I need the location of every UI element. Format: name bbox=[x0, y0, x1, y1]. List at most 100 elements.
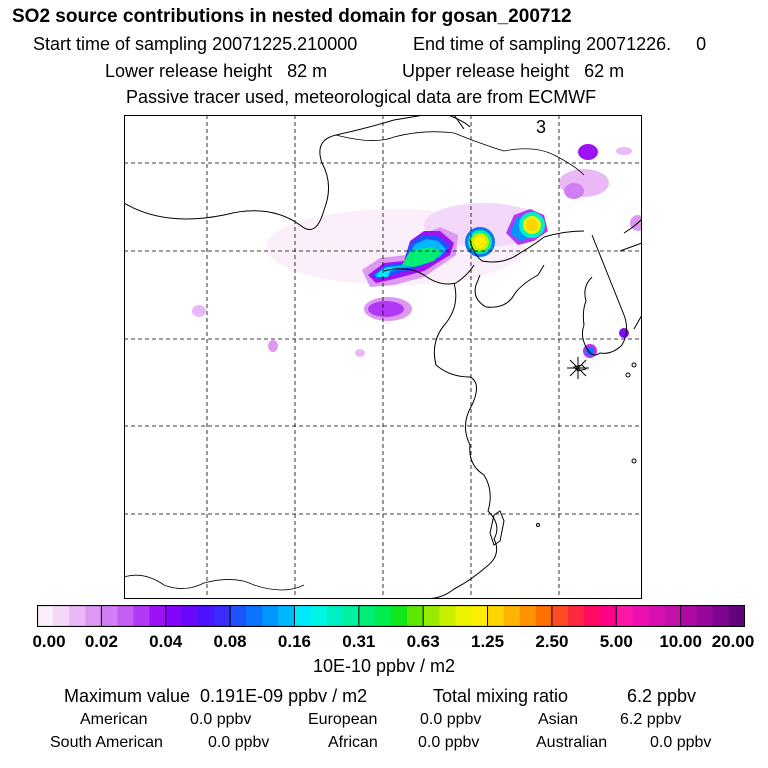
taiwan bbox=[489, 510, 505, 546]
w-spot-1 bbox=[192, 305, 206, 317]
colorbar-cell bbox=[632, 605, 650, 627]
colorbar-tick-label: 0.08 bbox=[213, 632, 247, 651]
colorbar-cell bbox=[133, 605, 151, 627]
colorbar-tick-label: 2.50 bbox=[535, 632, 569, 651]
concentration-map: 3 bbox=[124, 115, 642, 599]
colorbar-cell bbox=[278, 605, 296, 627]
colorbar-cell bbox=[728, 605, 745, 627]
border-line bbox=[335, 131, 585, 176]
colorbar-tick-label: 10.00 bbox=[659, 632, 702, 651]
colorbar-cell bbox=[230, 605, 247, 627]
region-value: 0.0 ppbv bbox=[650, 734, 712, 751]
colorbar-cell bbox=[664, 605, 682, 627]
ne-spot-3 bbox=[564, 183, 584, 199]
colorbar-cell bbox=[584, 605, 601, 627]
colorbar-cell bbox=[326, 605, 344, 627]
total-mixing-label: Total mixing ratio bbox=[433, 686, 569, 706]
region-name: Asian bbox=[538, 711, 579, 728]
graticule bbox=[124, 115, 642, 599]
colorbar-tick-label: 0.04 bbox=[149, 632, 183, 651]
colorbar-cell bbox=[214, 605, 231, 627]
region-value: 0.0 ppbv bbox=[420, 711, 482, 728]
colorbar-cell bbox=[358, 605, 376, 627]
colorbar-cell bbox=[600, 605, 617, 627]
region-name: Australian bbox=[536, 734, 608, 751]
colorbar-cell bbox=[310, 605, 328, 627]
map-frame bbox=[124, 115, 642, 599]
region-value: 0.0 ppbv bbox=[418, 734, 480, 751]
upper-release-height: Upper release height 62 m bbox=[402, 61, 625, 81]
island-a bbox=[625, 372, 631, 378]
figure-title: SO2 source contributions in nested domai… bbox=[12, 6, 572, 27]
colorbar-cell bbox=[439, 605, 456, 627]
coastlines bbox=[124, 115, 642, 599]
w-spot-3 bbox=[355, 349, 365, 357]
colorbar-cell bbox=[149, 605, 167, 627]
receptor-star-icon bbox=[567, 357, 589, 379]
colorbar-cell bbox=[69, 605, 86, 627]
colorbar-tick-label: 0.00 bbox=[32, 632, 66, 651]
region-value: 0.0 ppbv bbox=[208, 734, 270, 751]
end-sampling-time: End time of sampling 20071226. 0 bbox=[413, 34, 707, 54]
colorbar-cell bbox=[551, 605, 569, 627]
shandong-plume bbox=[364, 297, 412, 321]
tracer-note: Passive tracer used, meteorological data… bbox=[126, 87, 597, 107]
liaoning-hotspot bbox=[506, 209, 548, 245]
region-value: 0.0 ppbv bbox=[190, 711, 252, 728]
colorbar-cell bbox=[37, 605, 54, 627]
colorbar-tick-label: 20.00 bbox=[711, 632, 755, 651]
island-d bbox=[536, 523, 540, 527]
colorbar-tick-label: 1.25 bbox=[470, 632, 505, 651]
colorbar-cell bbox=[262, 605, 279, 627]
colorbar-cell bbox=[246, 605, 263, 627]
korea-spot-2 bbox=[619, 328, 629, 338]
colorbar-cell bbox=[487, 605, 505, 627]
colorbar bbox=[37, 605, 745, 627]
bohai-hotspot bbox=[465, 227, 495, 257]
colorbar-cell bbox=[101, 605, 119, 627]
ne-spot-1 bbox=[578, 144, 598, 160]
colorbar-cell bbox=[680, 605, 698, 627]
island-c bbox=[631, 458, 637, 464]
region-name: European bbox=[308, 711, 378, 728]
region-name: African bbox=[328, 734, 378, 751]
region-name: South American bbox=[50, 734, 163, 751]
lower-release-height: Lower release height 82 m bbox=[105, 61, 328, 81]
colorbar-cell bbox=[165, 605, 183, 627]
colorbar-cell bbox=[117, 605, 135, 627]
colorbar-cell bbox=[455, 605, 473, 627]
colorbar-cell bbox=[53, 605, 70, 627]
region-value: 6.2 ppbv bbox=[620, 711, 682, 728]
plume-layer bbox=[192, 144, 642, 358]
colorbar-cell bbox=[648, 605, 666, 627]
colorbar-cell bbox=[294, 605, 312, 627]
colorbar-cell bbox=[423, 605, 440, 627]
colorbar-cell bbox=[374, 605, 392, 627]
colorbar-cell bbox=[391, 605, 408, 627]
colorbar-units: 10E-10 ppbv / m2 bbox=[312, 656, 456, 676]
colorbar-tick-label: 0.63 bbox=[406, 632, 440, 651]
colorbar-tick-label: 5.00 bbox=[599, 632, 633, 651]
panel-label: 3 bbox=[536, 117, 546, 137]
colorbar-cell bbox=[712, 605, 730, 627]
w-spot-2 bbox=[268, 340, 278, 352]
colorbar-cell bbox=[535, 605, 553, 627]
colorbar-cell bbox=[696, 605, 714, 627]
colorbar-cell bbox=[568, 605, 585, 627]
region-name: American bbox=[80, 711, 148, 728]
colorbar-tick-label: 0.16 bbox=[277, 632, 311, 651]
ne-spot-2 bbox=[616, 147, 632, 155]
colorbar-cell bbox=[407, 605, 424, 627]
colorbar-cell bbox=[503, 605, 521, 627]
maximum-value: Maximum value 0.191E-09 ppbv / m2 bbox=[64, 686, 368, 706]
colorbar-cell bbox=[616, 605, 633, 627]
start-sampling-time: Start time of sampling 20071225.210000 bbox=[33, 34, 358, 54]
colorbar-cell bbox=[519, 605, 537, 627]
south-border bbox=[124, 574, 305, 591]
colorbar-tick-label: 0.31 bbox=[342, 632, 376, 651]
colorbar-cell bbox=[197, 605, 215, 627]
total-mixing-value: 6.2 ppbv bbox=[627, 686, 697, 706]
colorbar-tick-label: 0.02 bbox=[84, 632, 118, 651]
island-b bbox=[631, 362, 637, 368]
colorbar-cell bbox=[181, 605, 199, 627]
